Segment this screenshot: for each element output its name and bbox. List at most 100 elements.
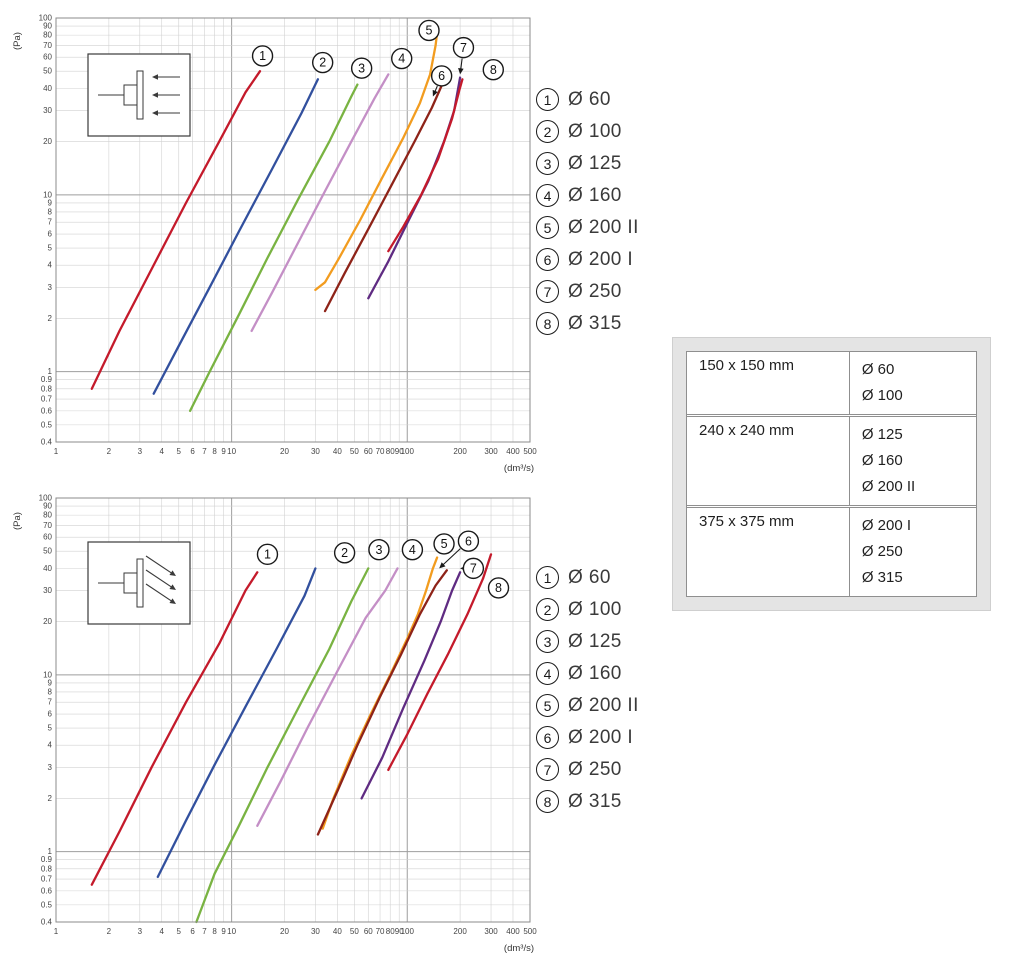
svg-text:50: 50 — [43, 547, 52, 556]
legend-number-badge: 4 — [536, 662, 559, 685]
legend-item: 2 Ø 100 — [536, 120, 639, 143]
plot-frame — [55, 497, 531, 923]
pressure-drop-chart-top: 1 2 3 4 5 6 7 8 9 10 20 30 40 50 60 70 80 90 100 200 300 400 5… — [8, 4, 544, 481]
svg-text:1: 1 — [54, 927, 59, 936]
svg-text:2: 2 — [48, 314, 53, 323]
svg-text:60: 60 — [43, 53, 52, 62]
inset-icon — [87, 53, 191, 137]
series-label-5 — [433, 533, 455, 555]
svg-text:3: 3 — [48, 763, 53, 772]
series — [90, 26, 464, 413]
legend-label: Ø 200 I — [568, 248, 634, 270]
svg-text:3: 3 — [375, 543, 382, 557]
svg-text:70: 70 — [43, 41, 52, 50]
series-label-3 — [368, 539, 390, 561]
series-label-2 — [311, 51, 334, 74]
svg-text:3: 3 — [138, 447, 143, 456]
svg-text:4: 4 — [48, 741, 53, 750]
svg-text:300: 300 — [484, 447, 498, 456]
svg-text:20: 20 — [280, 447, 289, 456]
series-label-4 — [401, 539, 424, 561]
svg-text:100: 100 — [401, 447, 415, 456]
series-label-8 — [482, 59, 504, 81]
table-diameters: Ø 125 Ø 160 Ø 200 II — [848, 417, 976, 505]
duct-size-table: 150 x 150 mm Ø 60 Ø 100 240 x 240 mm Ø 1… — [672, 337, 991, 611]
svg-text:6: 6 — [48, 230, 53, 239]
legend-label: Ø 160 — [568, 662, 622, 684]
svg-text:20: 20 — [43, 617, 52, 626]
legend-item: 3 Ø 125 — [536, 630, 639, 653]
table-row: 240 x 240 mm Ø 125 Ø 160 Ø 200 II — [687, 414, 976, 505]
svg-text:9: 9 — [48, 198, 53, 207]
series-8 — [387, 78, 464, 253]
table-diameter: Ø 250 — [861, 543, 903, 560]
table-diameter: Ø 200 I — [861, 517, 912, 534]
svg-text:0.6: 0.6 — [41, 886, 53, 895]
svg-text:0.5: 0.5 — [41, 420, 53, 429]
svg-text:70: 70 — [376, 447, 385, 456]
legend-number-badge: 8 — [536, 312, 559, 335]
legend-top: 1 Ø 60 2 Ø 100 3 Ø 125 4 Ø 160 5 Ø 200 I… — [536, 88, 639, 335]
pressure-drop-chart-bottom: 1 2 3 4 5 6 7 8 9 10 20 30 40 50 60 70 80 90 100 200 300 400 5… — [8, 484, 544, 961]
legend-item: 6 Ø 200 I — [536, 726, 639, 749]
legend-label: Ø 315 — [568, 790, 622, 812]
svg-text:40: 40 — [43, 84, 52, 93]
legend-label: Ø 200 II — [568, 694, 639, 716]
svg-text:5: 5 — [48, 244, 53, 253]
svg-text:10: 10 — [227, 447, 236, 456]
svg-text:0.8: 0.8 — [41, 864, 53, 873]
svg-text:90: 90 — [43, 22, 52, 31]
legend-item: 4 Ø 160 — [536, 662, 639, 685]
svg-text:500: 500 — [523, 447, 537, 456]
svg-text:20: 20 — [43, 137, 52, 146]
table-diameters: Ø 200 I Ø 250 Ø 315 — [848, 508, 976, 596]
table-row: 375 x 375 mm Ø 200 I Ø 250 Ø 315 — [687, 505, 976, 596]
legend-number-badge: 6 — [536, 726, 559, 749]
svg-text:80: 80 — [386, 927, 395, 936]
svg-text:8: 8 — [48, 207, 53, 216]
svg-text:1: 1 — [259, 49, 266, 63]
series-8 — [387, 553, 493, 772]
series-5 — [314, 26, 439, 292]
svg-text:2: 2 — [319, 56, 326, 70]
svg-text:0.9: 0.9 — [41, 855, 53, 864]
legend-label: Ø 315 — [568, 312, 622, 334]
legend-item: 6 Ø 200 I — [536, 248, 639, 271]
svg-text:20: 20 — [280, 927, 289, 936]
svg-text:3: 3 — [48, 283, 53, 292]
svg-text:300: 300 — [484, 927, 498, 936]
series-1 — [90, 70, 262, 390]
series-2 — [152, 78, 320, 395]
series-label-4 — [391, 47, 413, 70]
svg-text:0.9: 0.9 — [41, 375, 53, 384]
axis-titles: (Pa) (dm³/s) — [12, 512, 534, 954]
svg-text:200: 200 — [453, 927, 467, 936]
legend-label: Ø 100 — [568, 598, 622, 620]
svg-text:7: 7 — [202, 447, 207, 456]
legend-label: Ø 125 — [568, 630, 622, 652]
svg-text:80: 80 — [43, 511, 52, 520]
svg-text:4: 4 — [409, 543, 416, 557]
table-row: 150 x 150 mm Ø 60 Ø 100 — [687, 352, 976, 414]
svg-text:8: 8 — [48, 687, 53, 696]
table-diameter: Ø 160 — [861, 452, 903, 469]
svg-text:4: 4 — [160, 447, 165, 456]
table-diameter: Ø 125 — [861, 426, 903, 443]
table-size: 150 x 150 mm — [699, 357, 795, 374]
table-diameter: Ø 60 — [861, 361, 895, 378]
legend-item: 8 Ø 315 — [536, 312, 639, 335]
legend-item: 5 Ø 200 II — [536, 694, 639, 717]
series-1 — [90, 571, 259, 886]
y-axis-title: (Pa) — [12, 512, 23, 530]
legend-number-badge: 3 — [536, 630, 559, 653]
series-label-7 — [452, 36, 475, 59]
legend-label: Ø 160 — [568, 184, 622, 206]
svg-text:2: 2 — [107, 927, 112, 936]
svg-text:9: 9 — [48, 678, 53, 687]
svg-text:0.5: 0.5 — [41, 900, 53, 909]
svg-text:6: 6 — [190, 927, 195, 936]
series-4 — [250, 73, 390, 333]
svg-text:10: 10 — [227, 927, 236, 936]
legend-number-badge: 5 — [536, 694, 559, 717]
svg-text:60: 60 — [364, 447, 373, 456]
